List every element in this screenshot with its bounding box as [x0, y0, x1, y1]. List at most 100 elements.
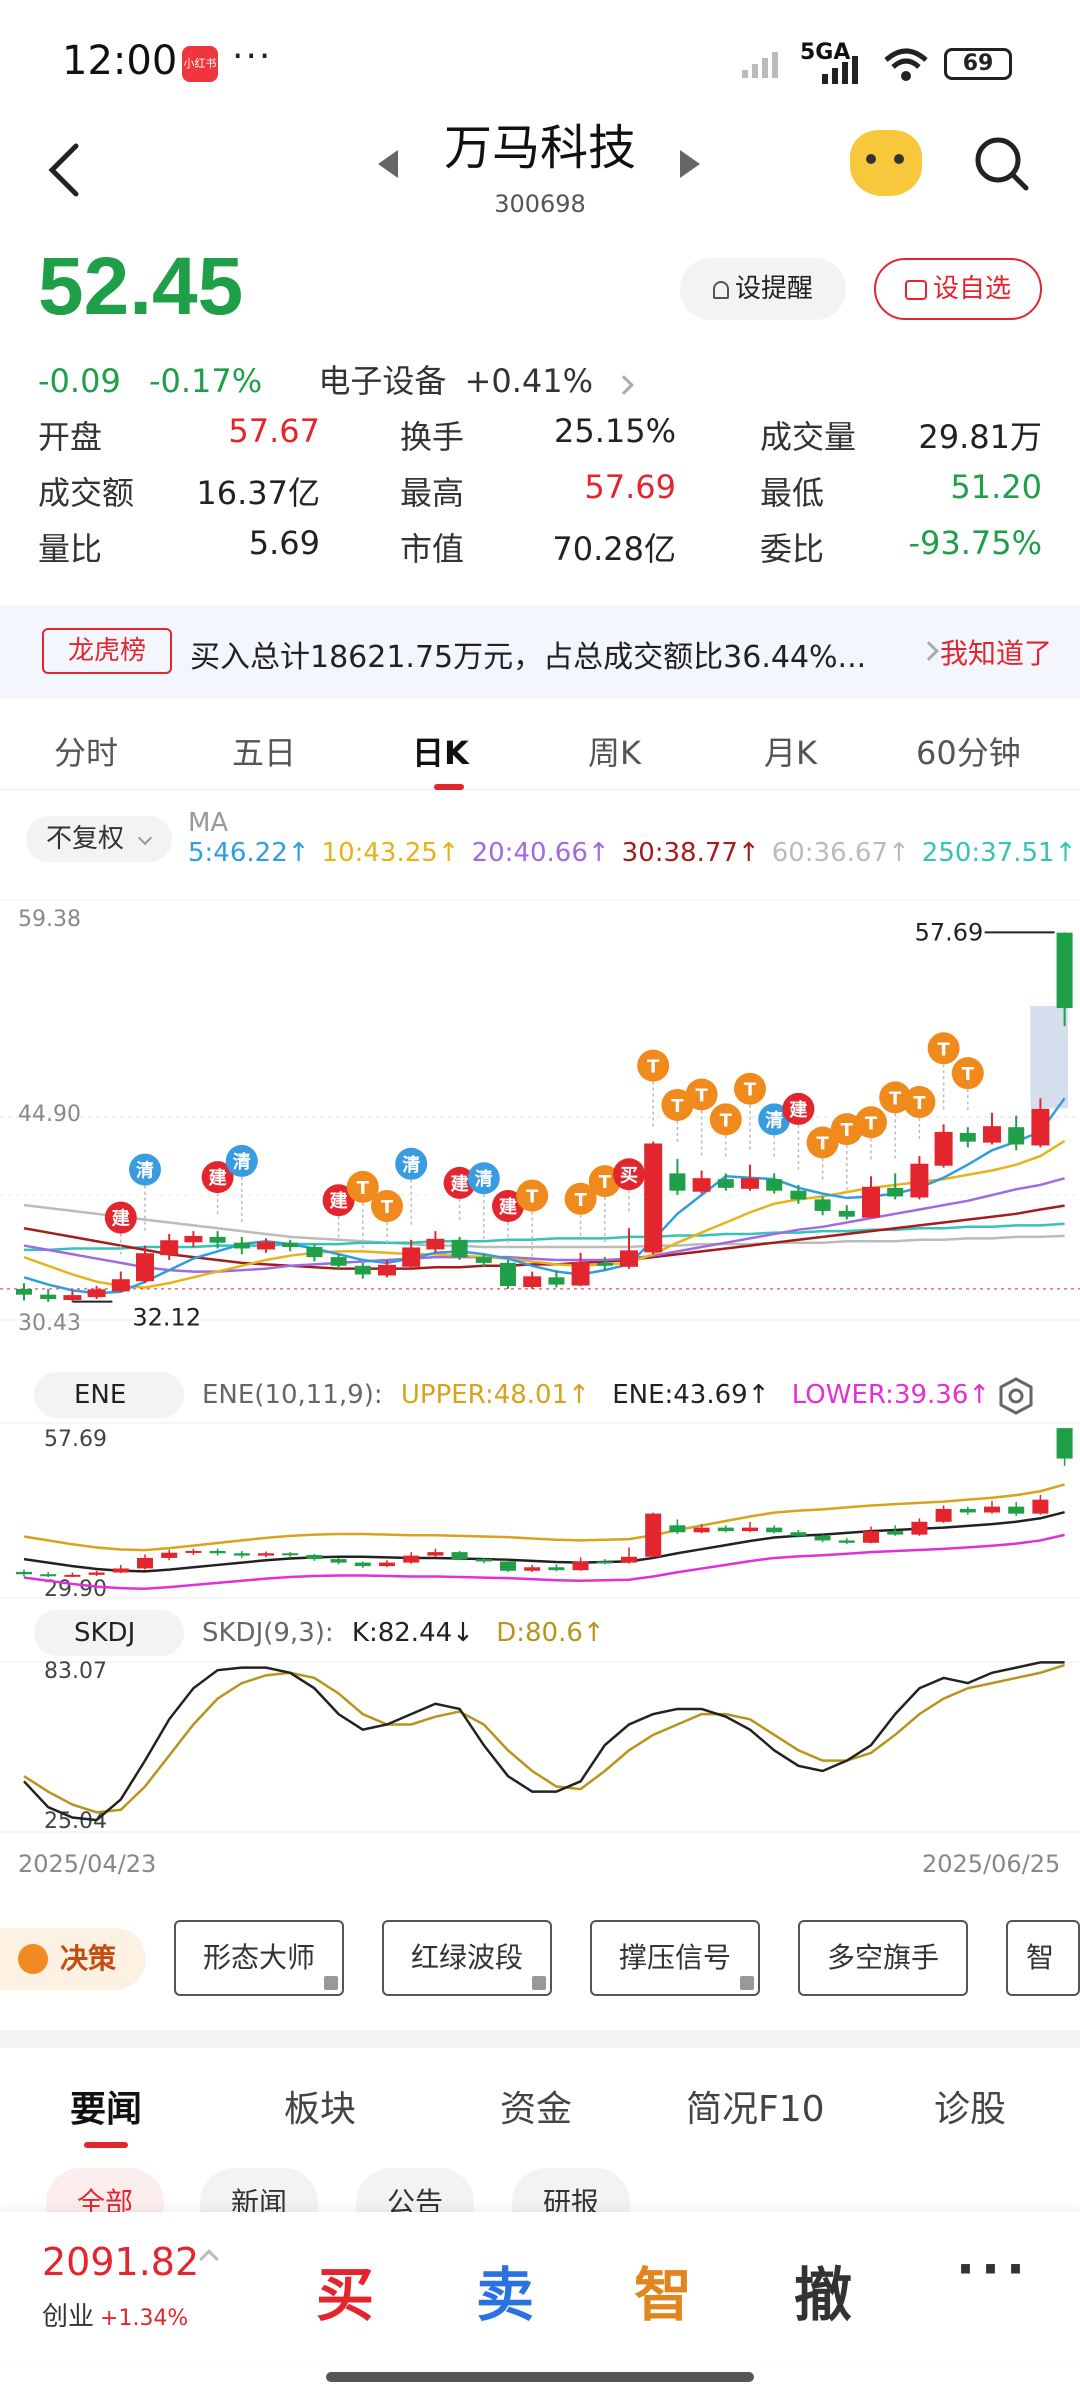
tool-button-0[interactable]: 形态大师 — [174, 1920, 344, 1996]
marker-text: T — [381, 1197, 394, 1218]
tool-button-1[interactable]: 红绿波段 — [382, 1920, 552, 1996]
adjust-dropdown[interactable]: 不复权 — [26, 816, 172, 862]
candle-fill — [427, 1239, 444, 1249]
news-tab-4[interactable]: 诊股 — [934, 2089, 1007, 2130]
candle-body — [451, 1239, 468, 1258]
candle-body — [330, 1257, 347, 1266]
candle-body — [766, 1179, 783, 1191]
marker-text: 清 — [402, 1155, 420, 1176]
ma-prefix: MA — [188, 808, 229, 838]
candle-body — [596, 1262, 613, 1266]
search-icon[interactable] — [972, 134, 1032, 194]
stats-row: 开盘 57.67 换手 25.15% 成交量 29.81万 — [38, 412, 1048, 468]
skdj-name: SKDJ(9,3): — [202, 1618, 334, 1648]
candle-fill — [185, 1236, 202, 1242]
back-icon[interactable] — [40, 140, 90, 200]
stats-row: 量比 5.69 市值 70.28亿 委比 -93.75% — [38, 524, 1048, 580]
news-tab-3[interactable]: 简况F10 — [686, 2089, 825, 2130]
chevron-up-icon[interactable] — [199, 2249, 219, 2269]
candle-fill — [161, 1241, 178, 1255]
index-change: +1.34% — [100, 2306, 189, 2331]
tab-period-2[interactable]: 日K — [412, 734, 469, 772]
marker-text: T — [720, 1110, 733, 1131]
smart-button[interactable]: 智 — [634, 2261, 693, 2329]
ma-value-5: 250:37.51↑ — [921, 838, 1077, 868]
news-tab-1[interactable]: 板块 — [284, 2089, 357, 2130]
ene-candle-body — [524, 1567, 541, 1571]
index-value[interactable]: 2091.82 — [42, 2240, 200, 2284]
candle-body — [1056, 932, 1073, 1009]
decision-button[interactable]: 决策 — [0, 1928, 146, 1990]
next-stock-icon[interactable] — [680, 150, 700, 178]
ene-selector[interactable]: ENE — [34, 1372, 184, 1418]
tab-period-4[interactable]: 月K — [764, 734, 817, 772]
ene-candle-body — [330, 1559, 347, 1563]
candle-fill — [645, 1144, 662, 1252]
home-indicator — [326, 2372, 754, 2382]
settings-hex-icon[interactable] — [996, 1376, 1036, 1416]
stat-label: 最低 — [760, 474, 825, 512]
mascot-icon[interactable] — [850, 130, 922, 196]
set-alert-label: 设提醒 — [734, 274, 813, 304]
ene-candle-body — [16, 1571, 32, 1575]
ene-candle-body — [1056, 1428, 1073, 1459]
longhu-banner[interactable]: 龙虎榜 买入总计18621.75万元，占总成交额比36.44%... 我知道了 — [0, 606, 1080, 698]
skdj-legend: SKDJ(9,3): K:82.44↓ D:80.6↑ — [202, 1610, 902, 1656]
bottom-trade-bar: 2091.82 创业 +1.34% 买 卖 智 撤 ··· — [0, 2212, 1080, 2362]
news-tab-0[interactable]: 要闻 — [70, 2089, 143, 2130]
set-alert-button[interactable]: 设提醒 — [680, 258, 846, 320]
tab-period-0[interactable]: 分时 — [54, 734, 119, 772]
candle-body — [209, 1236, 226, 1243]
ene-mid-prefix: ENE: — [612, 1380, 674, 1410]
candle-body — [669, 1173, 686, 1191]
ene-candle-body — [645, 1513, 662, 1557]
marker-badge — [951, 1057, 984, 1090]
marker-text: T — [865, 1113, 878, 1134]
tab-period-3[interactable]: 周K — [588, 734, 641, 772]
decision-label: 决策 — [60, 1942, 117, 1975]
dismiss-button[interactable]: 我知道了 — [940, 637, 1053, 670]
index-name-label: 创业 — [42, 2302, 95, 2332]
stat-value: 57.67 — [228, 412, 320, 450]
ene-candle-body — [500, 1561, 516, 1571]
tab-period-1[interactable]: 五日 — [232, 734, 297, 772]
tool-button-3[interactable]: 多空旗手 — [798, 1920, 968, 1996]
ene-candle-body — [984, 1506, 1000, 1513]
candle-fill — [984, 1127, 1000, 1142]
cancel-order-button[interactable]: 撤 — [794, 2261, 853, 2329]
network-type: 5GA — [800, 40, 851, 65]
tool-button-2[interactable]: 撑压信号 — [590, 1920, 760, 1996]
prev-stock-icon[interactable] — [378, 150, 398, 178]
ene-candle-body — [887, 1531, 904, 1535]
ene-upper: 48.01↑ — [493, 1380, 590, 1410]
signal-strong-icon — [822, 56, 858, 84]
sell-button[interactable]: 卖 — [476, 2261, 535, 2329]
tool-button-4[interactable]: 智能 — [1006, 1920, 1080, 1996]
skdj-pill-label: SKDJ — [74, 1618, 136, 1648]
ene-candle-body — [137, 1557, 153, 1569]
news-tab-2[interactable]: 资金 — [500, 2089, 573, 2130]
more-icon[interactable]: ··· — [956, 2240, 1031, 2298]
change-line[interactable]: -0.09 -0.17% 电子设备 +0.41% — [38, 356, 649, 402]
skdj-d-line — [23, 1663, 1065, 1814]
tab-period-5[interactable]: 60分钟 — [916, 734, 1021, 772]
marker-badge — [516, 1179, 549, 1212]
add-watchlist-button[interactable]: 设自选 — [874, 258, 1042, 320]
candle-body — [959, 1132, 976, 1142]
marker-badge — [467, 1162, 500, 1195]
marker-text: T — [913, 1093, 926, 1114]
candle-fill — [64, 1296, 81, 1299]
marker-text: T — [841, 1120, 854, 1141]
candle-fill — [621, 1251, 637, 1266]
ene-candle-body — [572, 1561, 589, 1571]
marker-text: T — [671, 1096, 684, 1117]
candle-fill — [112, 1280, 129, 1291]
marker-text: T — [357, 1178, 370, 1199]
marker-text: T — [695, 1085, 708, 1106]
signal-weak-icon — [742, 52, 778, 78]
skdj-selector[interactable]: SKDJ — [34, 1610, 184, 1656]
candle-body — [306, 1247, 323, 1258]
y-axis-bottom: 30.43 — [18, 1311, 81, 1336]
buy-button[interactable]: 买 — [316, 2261, 375, 2329]
